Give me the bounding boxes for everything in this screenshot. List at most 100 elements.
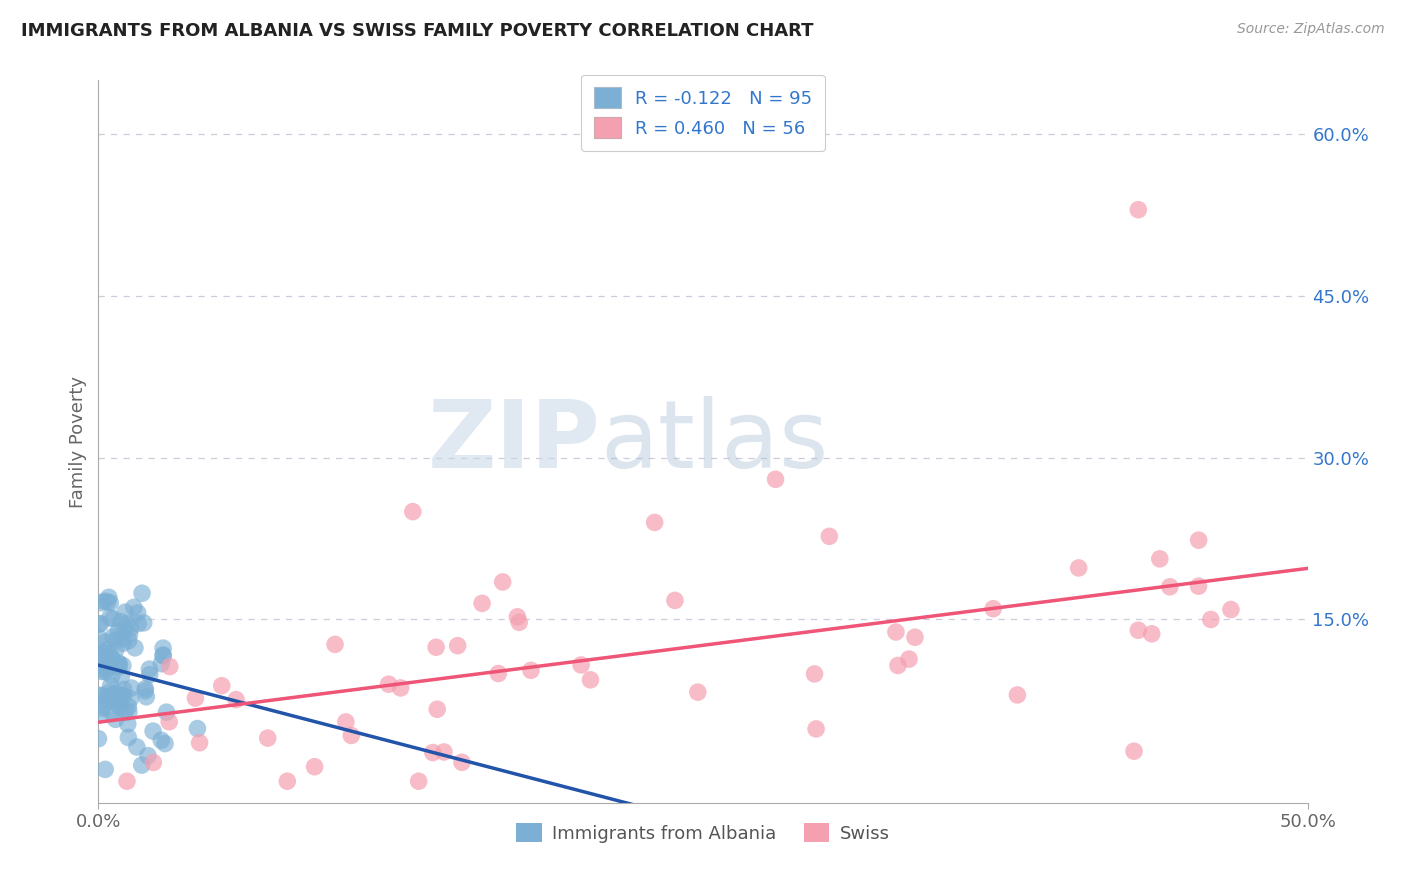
- Point: [451, 756, 474, 770]
- Point: [433, 745, 456, 759]
- Point: [111, 658, 134, 673]
- Point: [90, 616, 112, 631]
- Point: [1123, 744, 1146, 758]
- Point: [887, 658, 910, 673]
- Point: [114, 622, 136, 636]
- Point: [89, 688, 111, 702]
- Point: [118, 627, 141, 641]
- Point: [1007, 688, 1029, 702]
- Point: [122, 600, 145, 615]
- Point: [276, 774, 298, 789]
- Point: [117, 717, 139, 731]
- Point: [100, 648, 122, 663]
- Point: [98, 596, 121, 610]
- Point: [188, 736, 211, 750]
- Point: [323, 637, 346, 651]
- Point: [664, 593, 686, 607]
- Point: [136, 748, 159, 763]
- Point: [104, 689, 127, 703]
- Point: [981, 601, 1004, 615]
- Point: [91, 646, 114, 660]
- Point: [115, 774, 138, 789]
- Point: [115, 616, 138, 631]
- Point: [112, 682, 135, 697]
- Point: [131, 758, 153, 772]
- Point: [94, 635, 117, 649]
- Point: [104, 693, 127, 707]
- Point: [87, 616, 110, 631]
- Point: [1128, 624, 1150, 638]
- Point: [89, 707, 111, 722]
- Point: [425, 640, 447, 655]
- Point: [110, 615, 132, 629]
- Point: [108, 656, 131, 670]
- Legend: Immigrants from Albania, Swiss: Immigrants from Albania, Swiss: [508, 814, 898, 852]
- Point: [87, 654, 110, 668]
- Text: Source: ZipAtlas.com: Source: ZipAtlas.com: [1237, 22, 1385, 37]
- Point: [132, 615, 155, 630]
- Point: [110, 669, 132, 683]
- Point: [152, 648, 174, 663]
- Text: ZIP: ZIP: [427, 395, 600, 488]
- Point: [804, 722, 827, 736]
- Point: [135, 690, 157, 704]
- Text: IMMIGRANTS FROM ALBANIA VS SWISS FAMILY POVERTY CORRELATION CHART: IMMIGRANTS FROM ALBANIA VS SWISS FAMILY …: [21, 22, 814, 40]
- Point: [389, 681, 412, 695]
- Point: [94, 665, 117, 679]
- Point: [377, 677, 399, 691]
- Point: [91, 698, 114, 713]
- Point: [90, 596, 112, 610]
- Point: [1188, 533, 1211, 548]
- Point: [91, 657, 114, 672]
- Point: [225, 692, 247, 706]
- Point: [108, 659, 131, 673]
- Point: [120, 681, 142, 695]
- Point: [765, 472, 787, 486]
- Point: [111, 632, 134, 646]
- Point: [98, 610, 121, 624]
- Point: [96, 691, 118, 706]
- Point: [340, 728, 363, 742]
- Point: [818, 529, 841, 543]
- Point: [91, 701, 114, 715]
- Point: [304, 760, 326, 774]
- Point: [98, 659, 121, 673]
- Point: [87, 731, 110, 746]
- Point: [111, 688, 134, 702]
- Point: [803, 667, 825, 681]
- Point: [422, 746, 444, 760]
- Point: [426, 702, 449, 716]
- Point: [97, 591, 120, 605]
- Point: [104, 686, 127, 700]
- Point: [125, 739, 148, 754]
- Point: [114, 706, 136, 720]
- Point: [492, 574, 515, 589]
- Point: [96, 595, 118, 609]
- Point: [157, 714, 180, 729]
- Y-axis label: Family Poverty: Family Poverty: [69, 376, 87, 508]
- Point: [118, 633, 141, 648]
- Point: [104, 632, 127, 647]
- Point: [138, 662, 160, 676]
- Point: [1187, 579, 1209, 593]
- Point: [1159, 580, 1181, 594]
- Point: [97, 642, 120, 657]
- Point: [508, 615, 530, 630]
- Point: [1128, 202, 1150, 217]
- Point: [112, 636, 135, 650]
- Point: [520, 663, 543, 677]
- Point: [100, 679, 122, 693]
- Point: [139, 667, 162, 681]
- Point: [89, 649, 111, 664]
- Point: [506, 610, 529, 624]
- Point: [153, 737, 176, 751]
- Point: [150, 657, 173, 671]
- Point: [1067, 561, 1090, 575]
- Point: [184, 691, 207, 706]
- Point: [884, 625, 907, 640]
- Point: [142, 756, 165, 770]
- Point: [108, 694, 131, 708]
- Point: [127, 616, 149, 631]
- Point: [110, 690, 132, 705]
- Point: [107, 624, 129, 639]
